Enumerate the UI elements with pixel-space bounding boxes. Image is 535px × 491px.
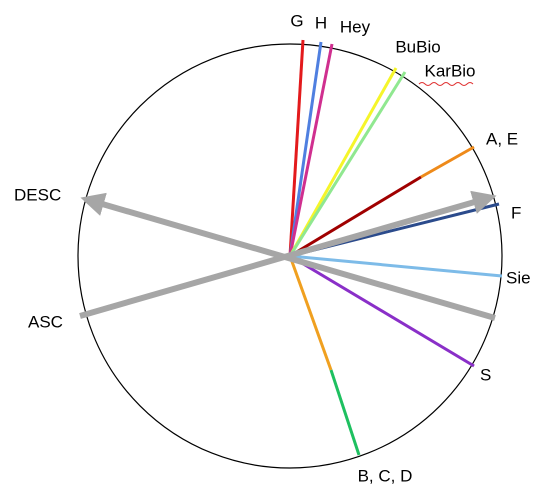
label: KarBio bbox=[424, 61, 475, 80]
ray-ae-inner bbox=[289, 175, 422, 258]
ray-s bbox=[289, 254, 475, 368]
label: B, C, D bbox=[358, 466, 413, 485]
ray-hey bbox=[288, 43, 334, 257]
ray-sie bbox=[289, 254, 503, 278]
ray-bcd-outer bbox=[329, 369, 361, 456]
desc-arrow bbox=[80, 192, 496, 321]
label: F bbox=[511, 203, 521, 222]
label: G bbox=[290, 11, 303, 30]
label: ASC bbox=[28, 312, 63, 331]
label: A, E bbox=[486, 129, 518, 148]
ray-g bbox=[288, 39, 305, 257]
label: DESC bbox=[14, 185, 61, 204]
label: H bbox=[315, 13, 327, 32]
ray-bubio bbox=[288, 67, 398, 257]
circle bbox=[77, 43, 503, 469]
ray-ae-outer bbox=[420, 145, 475, 179]
ray-h bbox=[288, 41, 323, 257]
ray-bcd-inner bbox=[288, 255, 333, 371]
label: BuBio bbox=[395, 37, 440, 56]
ray-karbio bbox=[288, 71, 407, 257]
label: Sie bbox=[506, 268, 531, 287]
asc-arrow bbox=[79, 190, 497, 319]
label: S bbox=[480, 365, 491, 384]
label: Hey bbox=[340, 17, 371, 36]
spell-underline bbox=[418, 82, 474, 86]
